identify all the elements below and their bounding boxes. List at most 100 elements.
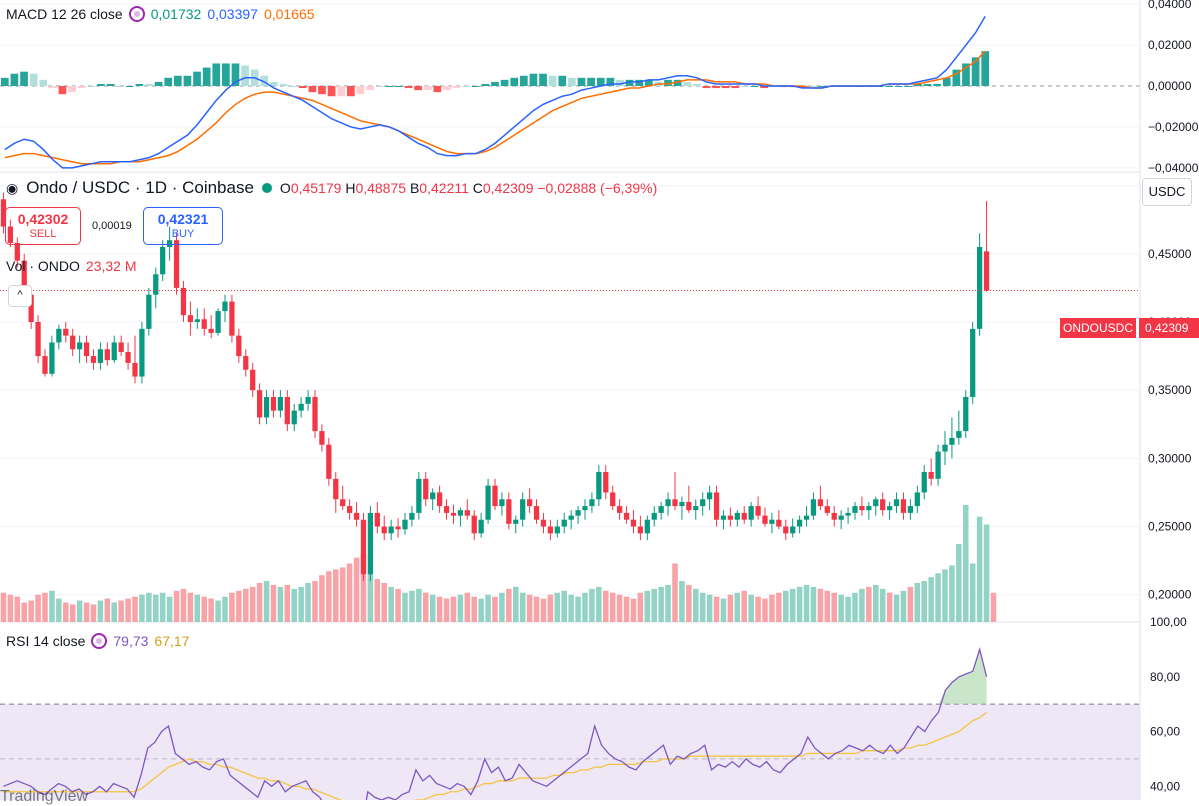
last-price-tag: 0,42309 [1139,318,1199,338]
macd-histogram-bar [808,86,817,87]
candle-body [686,502,692,511]
volume-bar [949,565,955,622]
candle-body [270,397,277,411]
candle-body [236,335,242,357]
macd-histogram-bar [962,63,970,86]
candle-body [208,328,214,333]
candle-body [284,397,290,425]
ohlc-values: O0,45179 H0,48875 B0,42211 C0,42309 −0,0… [279,180,658,196]
price-axis[interactable]: 0,040000,020000,00000−0,02000−0,040000,5… [1139,0,1199,800]
volume-bar [575,596,581,622]
candle-body [623,512,630,520]
macd-histogram-bar [606,77,615,86]
volume-bar [893,594,900,622]
volume-bar [173,590,180,622]
macd-histogram-bar [702,86,711,89]
macd-histogram-bar [923,83,932,86]
macd-histogram-bar [750,86,759,87]
volume-bar [568,594,574,622]
macd-histogram-bar [173,75,182,86]
volume-bar [429,594,436,622]
volume-bar [616,594,623,622]
macd-hist-value: 0,01732 [150,6,202,22]
candle-body [7,226,14,243]
volume-bar [561,590,567,622]
rsi-legend[interactable]: RSI 14 close 79,73 67,17 [6,633,189,649]
macd-histogram-bar [616,79,624,86]
candle-body [540,519,547,527]
candle-body [783,526,789,534]
candle-body [492,485,498,507]
volume-legend[interactable]: Vol · ONDO 23,32 M [6,258,137,274]
volume-bar [693,588,699,622]
macd-histogram-bar [395,86,403,87]
candle-body [921,472,927,493]
candle-body [153,274,159,295]
volume-bar [499,592,505,622]
candle-body [374,512,380,527]
eye-icon[interactable]: ◉ [6,179,19,196]
volume-bar [464,592,471,622]
candle-body [886,506,893,511]
candle-body [160,247,166,275]
volume-bar [845,596,851,622]
macd-histogram-bar [327,86,336,97]
volume-bar [49,590,55,622]
macd-histogram-bar [125,86,134,87]
candle-body [734,512,740,520]
candle-body [436,492,443,507]
volume-bar [879,588,886,622]
candle-body [790,526,796,534]
candle-body [706,492,713,500]
macd-histogram-bar [337,86,346,97]
candle-body [748,506,754,520]
currency-selector[interactable]: USDC [1142,178,1192,206]
indicator-settings-icon[interactable] [128,6,145,22]
volume-bar [831,592,837,622]
collapse-legend-button[interactable]: ^ [8,285,32,307]
candle-body [596,472,602,500]
volume-bar [360,553,367,622]
candle-body [499,499,505,507]
volume-bar [762,598,768,622]
indicator-settings-icon[interactable] [91,633,108,649]
symbol-header[interactable]: ◉ Ondo / USDC · 1D · Coinbase O0,45179 H… [6,178,657,198]
volume-bar [609,592,616,622]
candle-body [949,437,955,445]
macd-histogram-bar [116,86,124,87]
watermark: TradingView [0,788,89,805]
volume-bar [457,594,464,622]
macd-histogram-bar [87,86,96,87]
buy-button[interactable]: 0,42321 BUY [143,207,223,245]
sell-button[interactable]: 0,42302 SELL [5,207,81,245]
candle-body [201,319,207,329]
candle-body [651,512,657,520]
macd-histogram-bar [68,86,76,93]
volume-bar [596,586,602,622]
macd-histogram-bar [471,86,480,87]
rsi-pane [0,646,1140,800]
volume-bar [969,563,976,622]
volume-bar [755,596,761,622]
macd-histogram-bar [39,79,48,86]
candle-body [166,240,173,247]
price-tick-label: 0,20000 [1148,588,1192,602]
volume-bar [125,598,131,622]
volume-bar [866,586,872,622]
volume-bar [229,592,235,622]
high-value: 0,48875 [355,180,407,196]
macd-histogram-bar [356,86,365,95]
candle-body [866,506,872,511]
macd-histogram-bar [673,79,682,86]
volume-bar [381,583,387,622]
symbol-title[interactable]: Ondo / USDC · 1D · Coinbase [26,178,254,197]
volume-bar [665,584,671,622]
candle-body [637,526,644,534]
candle-body [49,342,55,374]
candle-body [956,431,962,438]
candle-body [976,247,983,329]
volume-bar [734,592,741,622]
volume-bar [236,590,242,622]
macd-legend[interactable]: MACD 12 26 close 0,01732 0,03397 0,01665 [6,6,315,22]
